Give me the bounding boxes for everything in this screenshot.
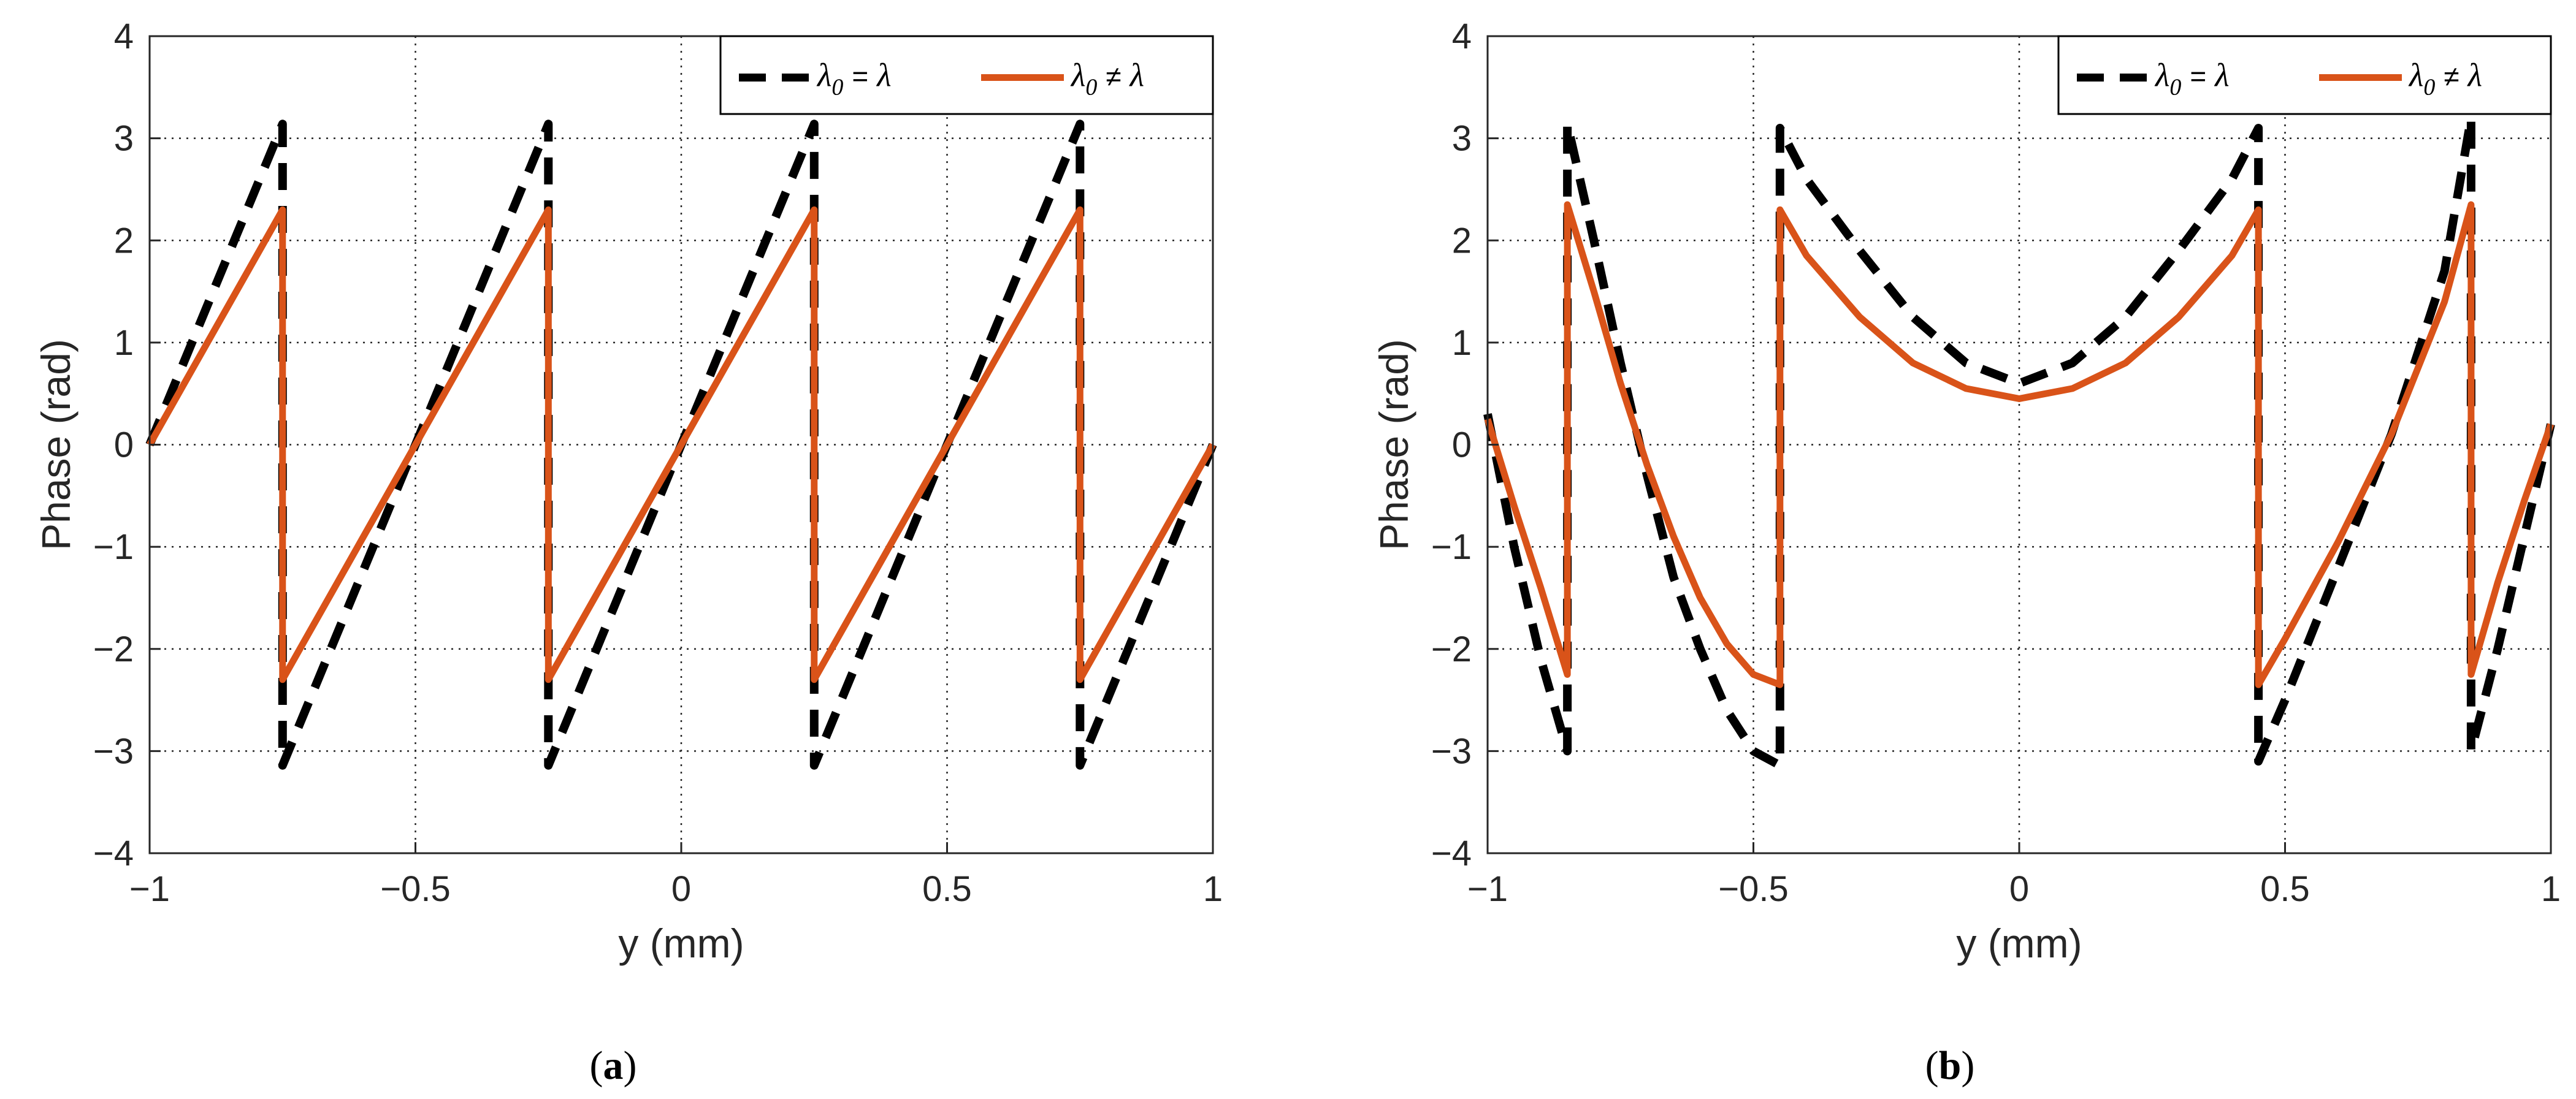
x-tick-label: 1 xyxy=(2541,869,2561,909)
y-axis-label-b: Phase (rad) xyxy=(1371,339,1416,550)
y-tick-label: 3 xyxy=(1452,119,1472,159)
series-line-nonideal xyxy=(1484,201,2555,688)
x-tick-label: 0.5 xyxy=(2260,869,2310,909)
y-tick-label: −4 xyxy=(1431,834,1472,873)
x-axis-label-b: y (mm) xyxy=(1956,921,2082,966)
x-tick-label: −0.5 xyxy=(380,869,451,909)
x-tick-label: −1 xyxy=(129,869,170,909)
y-tick-label: 0 xyxy=(114,425,134,465)
grid-b xyxy=(1488,36,2551,853)
legend-b: λ0 = λ λ0 ≠ λ xyxy=(2057,35,2552,115)
ticks-a: −1 −0.5 0 0.5 1 −4 −3 −2 −1 0 1 2 3 4 xyxy=(93,17,1223,909)
x-tick-label: 0 xyxy=(671,869,691,909)
ticks-b: −1 −0.5 0 0.5 1 −4 −3 −2 −1 0 1 2 3 4 xyxy=(1431,17,2561,909)
x-tick-label: 0 xyxy=(2009,869,2029,909)
series-line-ideal xyxy=(1483,113,2555,770)
y-tick-label: 2 xyxy=(1452,221,1472,260)
x-tick-label: −0.5 xyxy=(1718,869,1789,909)
y-tick-label: −4 xyxy=(93,834,134,873)
y-tick-label: 3 xyxy=(114,119,134,159)
series-line-nonideal xyxy=(147,206,1216,683)
legend-label-ideal-b: λ0 = λ xyxy=(2154,57,2230,101)
y-tick-label: 4 xyxy=(114,17,134,56)
y-tick-label: −2 xyxy=(93,629,134,669)
legend-label-nonideal-a: λ0 ≠ λ xyxy=(1070,57,1144,101)
legend-a: λ0 = λ λ0 ≠ λ xyxy=(719,35,1214,115)
x-tick-label: 1 xyxy=(1203,869,1223,909)
legend-label-ideal-a: λ0 = λ xyxy=(816,57,892,101)
y-tick-label: 4 xyxy=(1452,17,1472,56)
y-tick-label: 1 xyxy=(114,323,134,363)
y-tick-label: −1 xyxy=(93,527,134,567)
panel-a: −1 −0.5 0 0.5 1 −4 −3 −2 −1 0 1 2 3 4 y (mm) Phase (r… xyxy=(33,17,1223,1088)
y-tick-label: 2 xyxy=(114,221,134,260)
y-tick-label: −1 xyxy=(1431,527,1472,567)
series-a xyxy=(145,120,1217,770)
series-b xyxy=(1483,113,2555,770)
y-tick-label: −3 xyxy=(93,731,134,771)
panel-b: −1 −0.5 0 0.5 1 −4 −3 −2 −1 0 1 2 3 4 y (mm) Phase (r… xyxy=(1371,17,2561,1088)
y-tick-label: −2 xyxy=(1431,629,1472,669)
caption-a: (a) xyxy=(590,1043,637,1088)
x-axis-label-a: y (mm) xyxy=(618,921,744,966)
legend-label-nonideal-b: λ0 ≠ λ xyxy=(2408,57,2482,101)
y-axis-label-a: Phase (rad) xyxy=(33,339,78,550)
y-tick-label: 0 xyxy=(1452,425,1472,465)
x-tick-label: 0.5 xyxy=(922,869,972,909)
x-tick-label: −1 xyxy=(1467,869,1508,909)
y-tick-label: 1 xyxy=(1452,323,1472,363)
y-tick-label: −3 xyxy=(1431,731,1472,771)
caption-b: (b) xyxy=(1925,1043,1975,1088)
